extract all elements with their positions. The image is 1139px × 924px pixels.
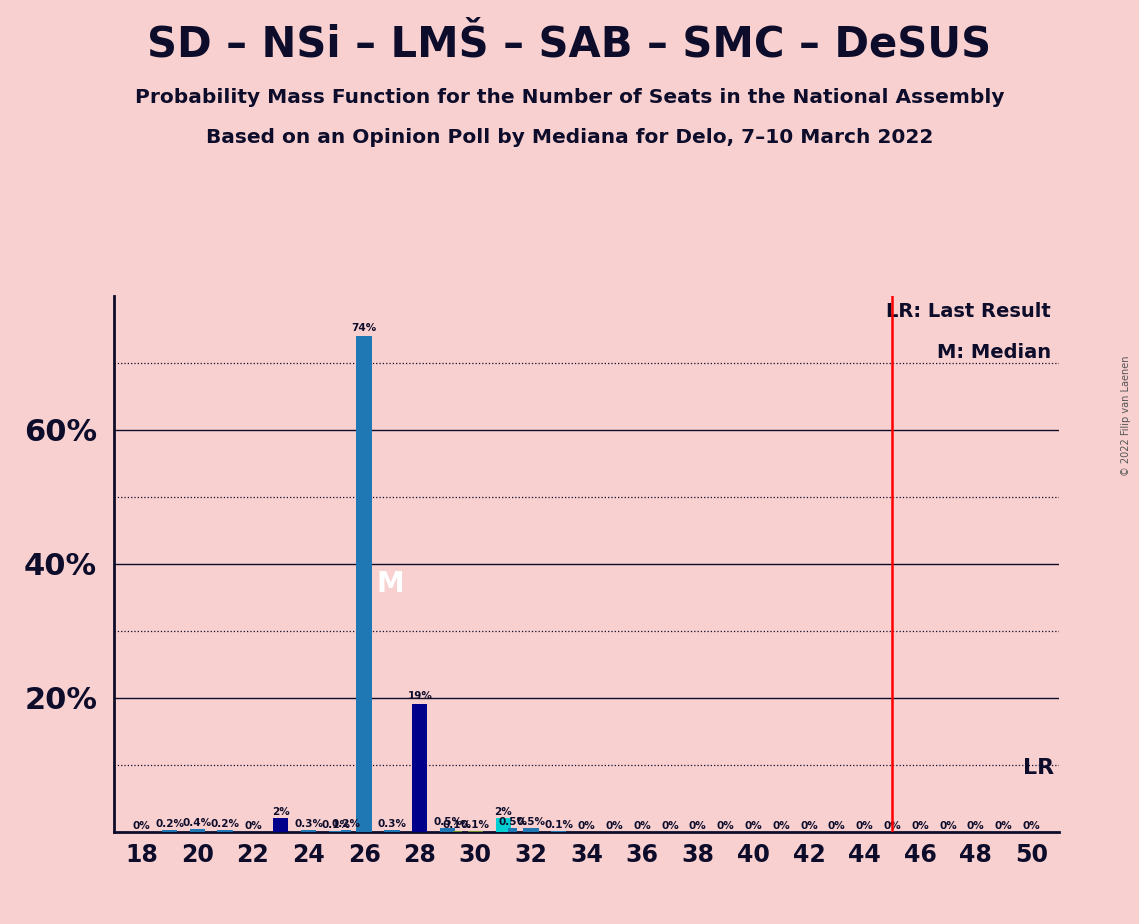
Text: 0%: 0% <box>994 821 1013 831</box>
Text: 0.2%: 0.2% <box>211 820 239 829</box>
Bar <box>218 831 232 832</box>
Bar <box>495 819 510 832</box>
Text: 0%: 0% <box>828 821 845 831</box>
Text: 0%: 0% <box>661 821 679 831</box>
Text: LR: Last Result: LR: Last Result <box>886 302 1051 322</box>
Text: 2%: 2% <box>272 808 289 817</box>
Text: 0.5%: 0.5% <box>433 817 462 827</box>
Text: Probability Mass Function for the Number of Seats in the National Assembly: Probability Mass Function for the Number… <box>134 88 1005 107</box>
Text: M: Median: M: Median <box>936 343 1051 361</box>
Text: 0%: 0% <box>884 821 901 831</box>
Bar <box>301 830 317 832</box>
Text: 0.2%: 0.2% <box>331 820 361 829</box>
Bar <box>440 828 456 832</box>
Text: 0.3%: 0.3% <box>294 819 323 829</box>
Text: 74%: 74% <box>352 322 377 333</box>
Bar <box>412 704 427 832</box>
Text: 0%: 0% <box>772 821 790 831</box>
Text: M: M <box>377 570 404 598</box>
Bar <box>342 831 351 832</box>
Text: 0%: 0% <box>133 821 150 831</box>
Text: Based on an Opinion Poll by Mediana for Delo, 7–10 March 2022: Based on an Opinion Poll by Mediana for … <box>206 128 933 147</box>
Bar <box>523 828 539 832</box>
Text: 0.3%: 0.3% <box>377 819 407 829</box>
Text: 0%: 0% <box>577 821 596 831</box>
Bar <box>508 828 517 832</box>
Bar <box>384 830 400 832</box>
Text: 0%: 0% <box>606 821 623 831</box>
Text: 19%: 19% <box>408 691 432 701</box>
Bar <box>162 831 178 832</box>
Text: 0%: 0% <box>855 821 874 831</box>
Text: 0%: 0% <box>244 821 262 831</box>
Text: 0%: 0% <box>689 821 706 831</box>
Text: LR: LR <box>1023 758 1054 778</box>
Text: 0%: 0% <box>633 821 652 831</box>
Text: 0.1%: 0.1% <box>461 820 490 830</box>
Text: 0.4%: 0.4% <box>182 818 212 828</box>
Bar <box>357 336 371 832</box>
Text: 0%: 0% <box>911 821 929 831</box>
Text: 0.1%: 0.1% <box>322 820 351 830</box>
Text: 0%: 0% <box>967 821 985 831</box>
Text: 0%: 0% <box>940 821 957 831</box>
Text: © 2022 Filip van Laenen: © 2022 Filip van Laenen <box>1121 356 1131 476</box>
Text: SD – NSi – LMŠ – SAB – SMC – DeSUS: SD – NSi – LMŠ – SAB – SMC – DeSUS <box>147 23 992 65</box>
Text: 0%: 0% <box>801 821 818 831</box>
Text: 2%: 2% <box>494 808 513 817</box>
Text: 0%: 0% <box>745 821 762 831</box>
Text: 0%: 0% <box>716 821 735 831</box>
Text: 0.2%: 0.2% <box>155 820 185 829</box>
Bar <box>273 819 288 832</box>
Text: 0.1%: 0.1% <box>443 820 472 830</box>
Text: 0.1%: 0.1% <box>544 820 573 830</box>
Text: 0.5%: 0.5% <box>499 817 527 827</box>
Text: 0.5%: 0.5% <box>516 817 546 827</box>
Bar <box>190 829 205 832</box>
Text: 0%: 0% <box>1023 821 1040 831</box>
